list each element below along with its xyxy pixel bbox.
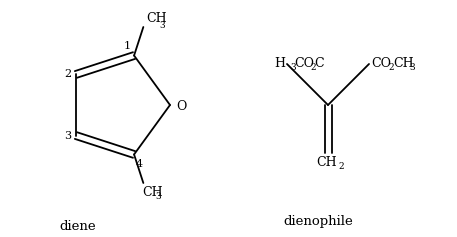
Text: CO: CO	[371, 58, 391, 70]
Text: 3: 3	[159, 21, 165, 30]
Text: CH: CH	[317, 156, 337, 169]
Text: CH: CH	[393, 58, 414, 70]
Text: 3: 3	[409, 64, 414, 73]
Text: 4: 4	[136, 160, 143, 169]
Text: diene: diene	[60, 220, 96, 233]
Text: 2: 2	[388, 64, 393, 73]
Text: CO: CO	[294, 58, 314, 70]
Text: 2: 2	[310, 64, 316, 73]
Text: 2: 2	[338, 162, 344, 171]
Text: dienophile: dienophile	[283, 215, 353, 228]
Text: H: H	[274, 58, 285, 70]
Text: CH: CH	[146, 12, 167, 25]
Text: 3: 3	[291, 64, 296, 73]
Text: C: C	[314, 58, 324, 70]
Text: 1: 1	[124, 41, 131, 50]
Text: 2: 2	[64, 69, 71, 79]
Text: 3: 3	[155, 192, 161, 201]
Text: 3: 3	[64, 131, 71, 141]
Text: CH: CH	[142, 186, 163, 199]
Text: O: O	[176, 100, 186, 113]
